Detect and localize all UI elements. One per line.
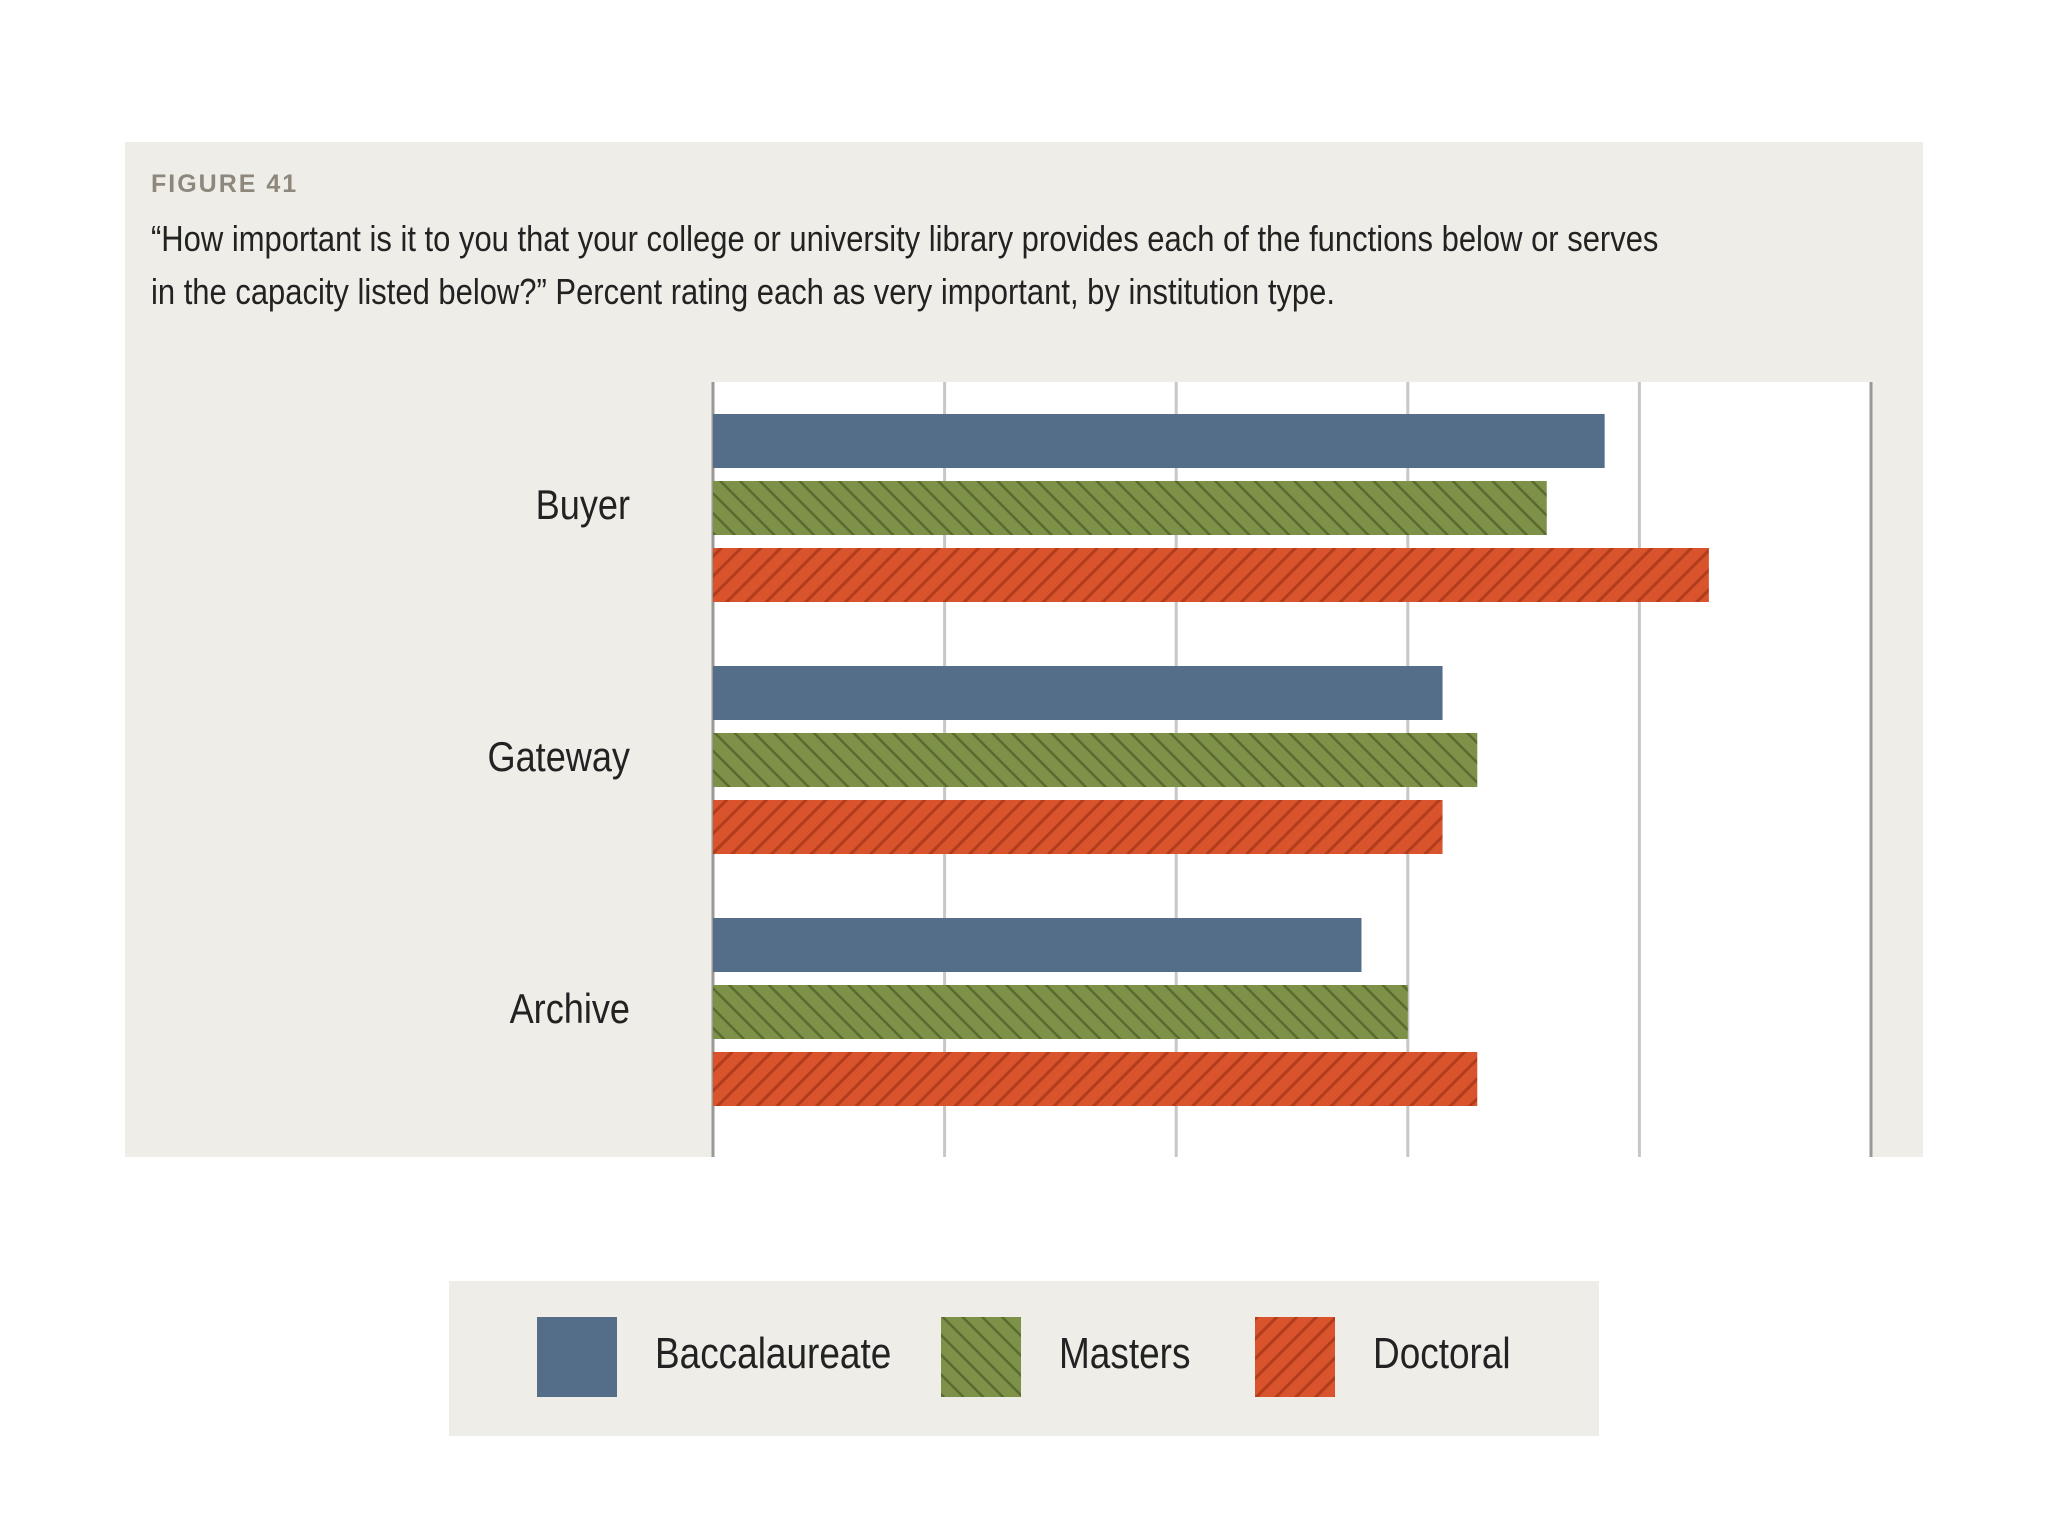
legend-label-baccalaureate: Baccalaureate xyxy=(655,1329,892,1378)
bar-archive-baccalaureate xyxy=(713,918,1362,972)
figure-label: FIGURE 41 xyxy=(151,170,299,198)
bar-gateway-masters xyxy=(713,733,1478,787)
category-labels: Buyer Gateway Archive xyxy=(488,483,631,1033)
bar-buyer-baccalaureate xyxy=(713,414,1605,468)
bar-buyer-masters xyxy=(713,481,1547,535)
legend-label-doctoral: Doctoral xyxy=(1373,1329,1511,1378)
bar-archive-doctoral xyxy=(713,1052,1478,1106)
bar-buyer-doctoral xyxy=(713,548,1709,602)
bar-archive-masters xyxy=(713,985,1408,1039)
bar-gateway-doctoral xyxy=(713,800,1443,854)
legend-swatch-doctoral xyxy=(1255,1317,1335,1397)
category-label-buyer: Buyer xyxy=(536,483,630,529)
legend-label-masters: Masters xyxy=(1059,1329,1191,1378)
bar-gateway-baccalaureate xyxy=(713,666,1443,720)
category-label-gateway: Gateway xyxy=(488,735,631,781)
legend-swatch-masters xyxy=(941,1317,1021,1397)
category-label-archive: Archive xyxy=(510,987,630,1033)
figure-title-line-2: in the capacity listed below?” Percent r… xyxy=(151,271,1335,312)
legend: Baccalaureate Masters Doctoral xyxy=(449,1281,1599,1436)
legend-swatch-baccalaureate xyxy=(537,1317,617,1397)
figure-title-line-1: “How important is it to you that your co… xyxy=(151,218,1659,259)
figure-title: “How important is it to you that your co… xyxy=(151,212,1659,318)
bars xyxy=(713,414,1709,1106)
